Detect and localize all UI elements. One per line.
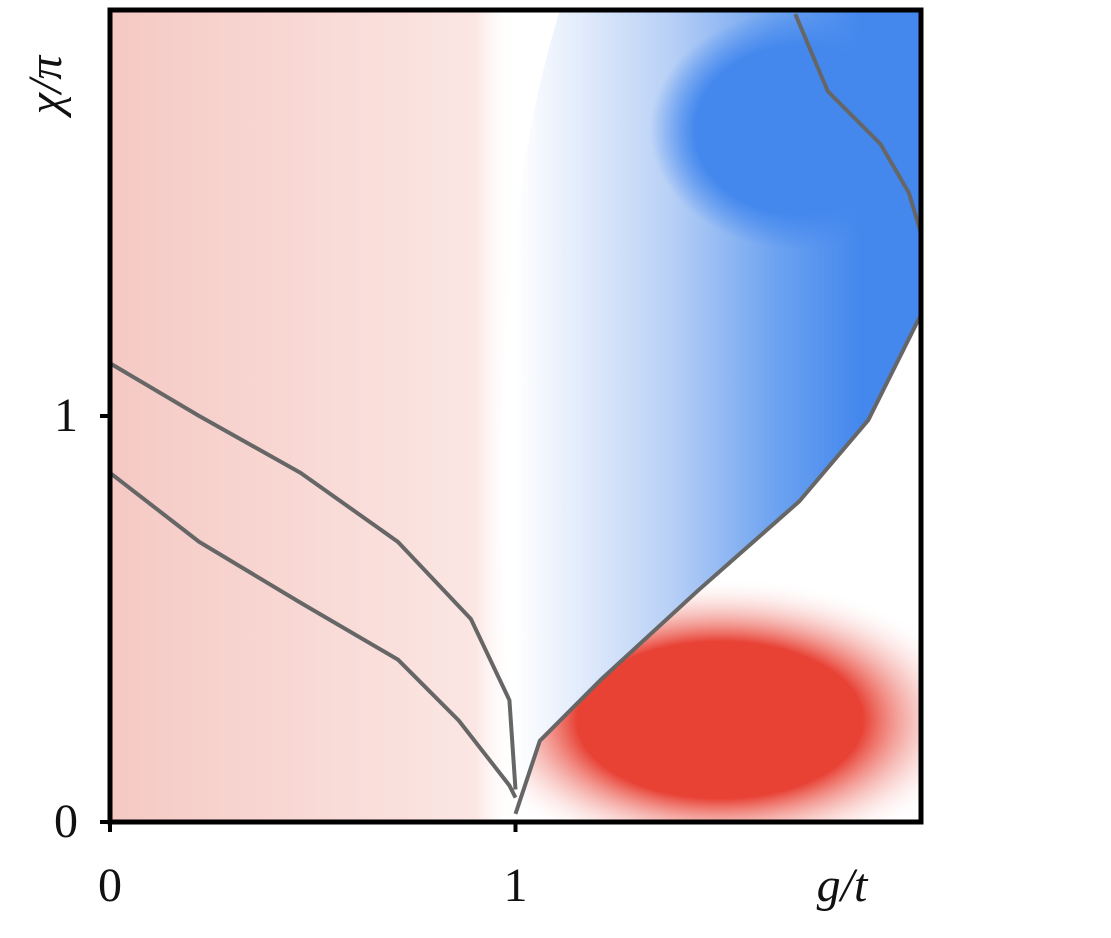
contour-line (108, 471, 518, 799)
heatmap-background (110, 10, 921, 822)
x-tick-label: 0 (98, 859, 122, 912)
x-tick-label: 1 (504, 859, 528, 912)
x-axis-label: g/t (817, 859, 869, 912)
contour-line (513, 313, 923, 815)
y-axis-label: χ/π (19, 54, 72, 118)
contour-line (108, 361, 518, 790)
y-tick-label: 1 (54, 389, 78, 442)
y-tick-label: 0 (54, 795, 78, 848)
contour-line (793, 13, 923, 234)
